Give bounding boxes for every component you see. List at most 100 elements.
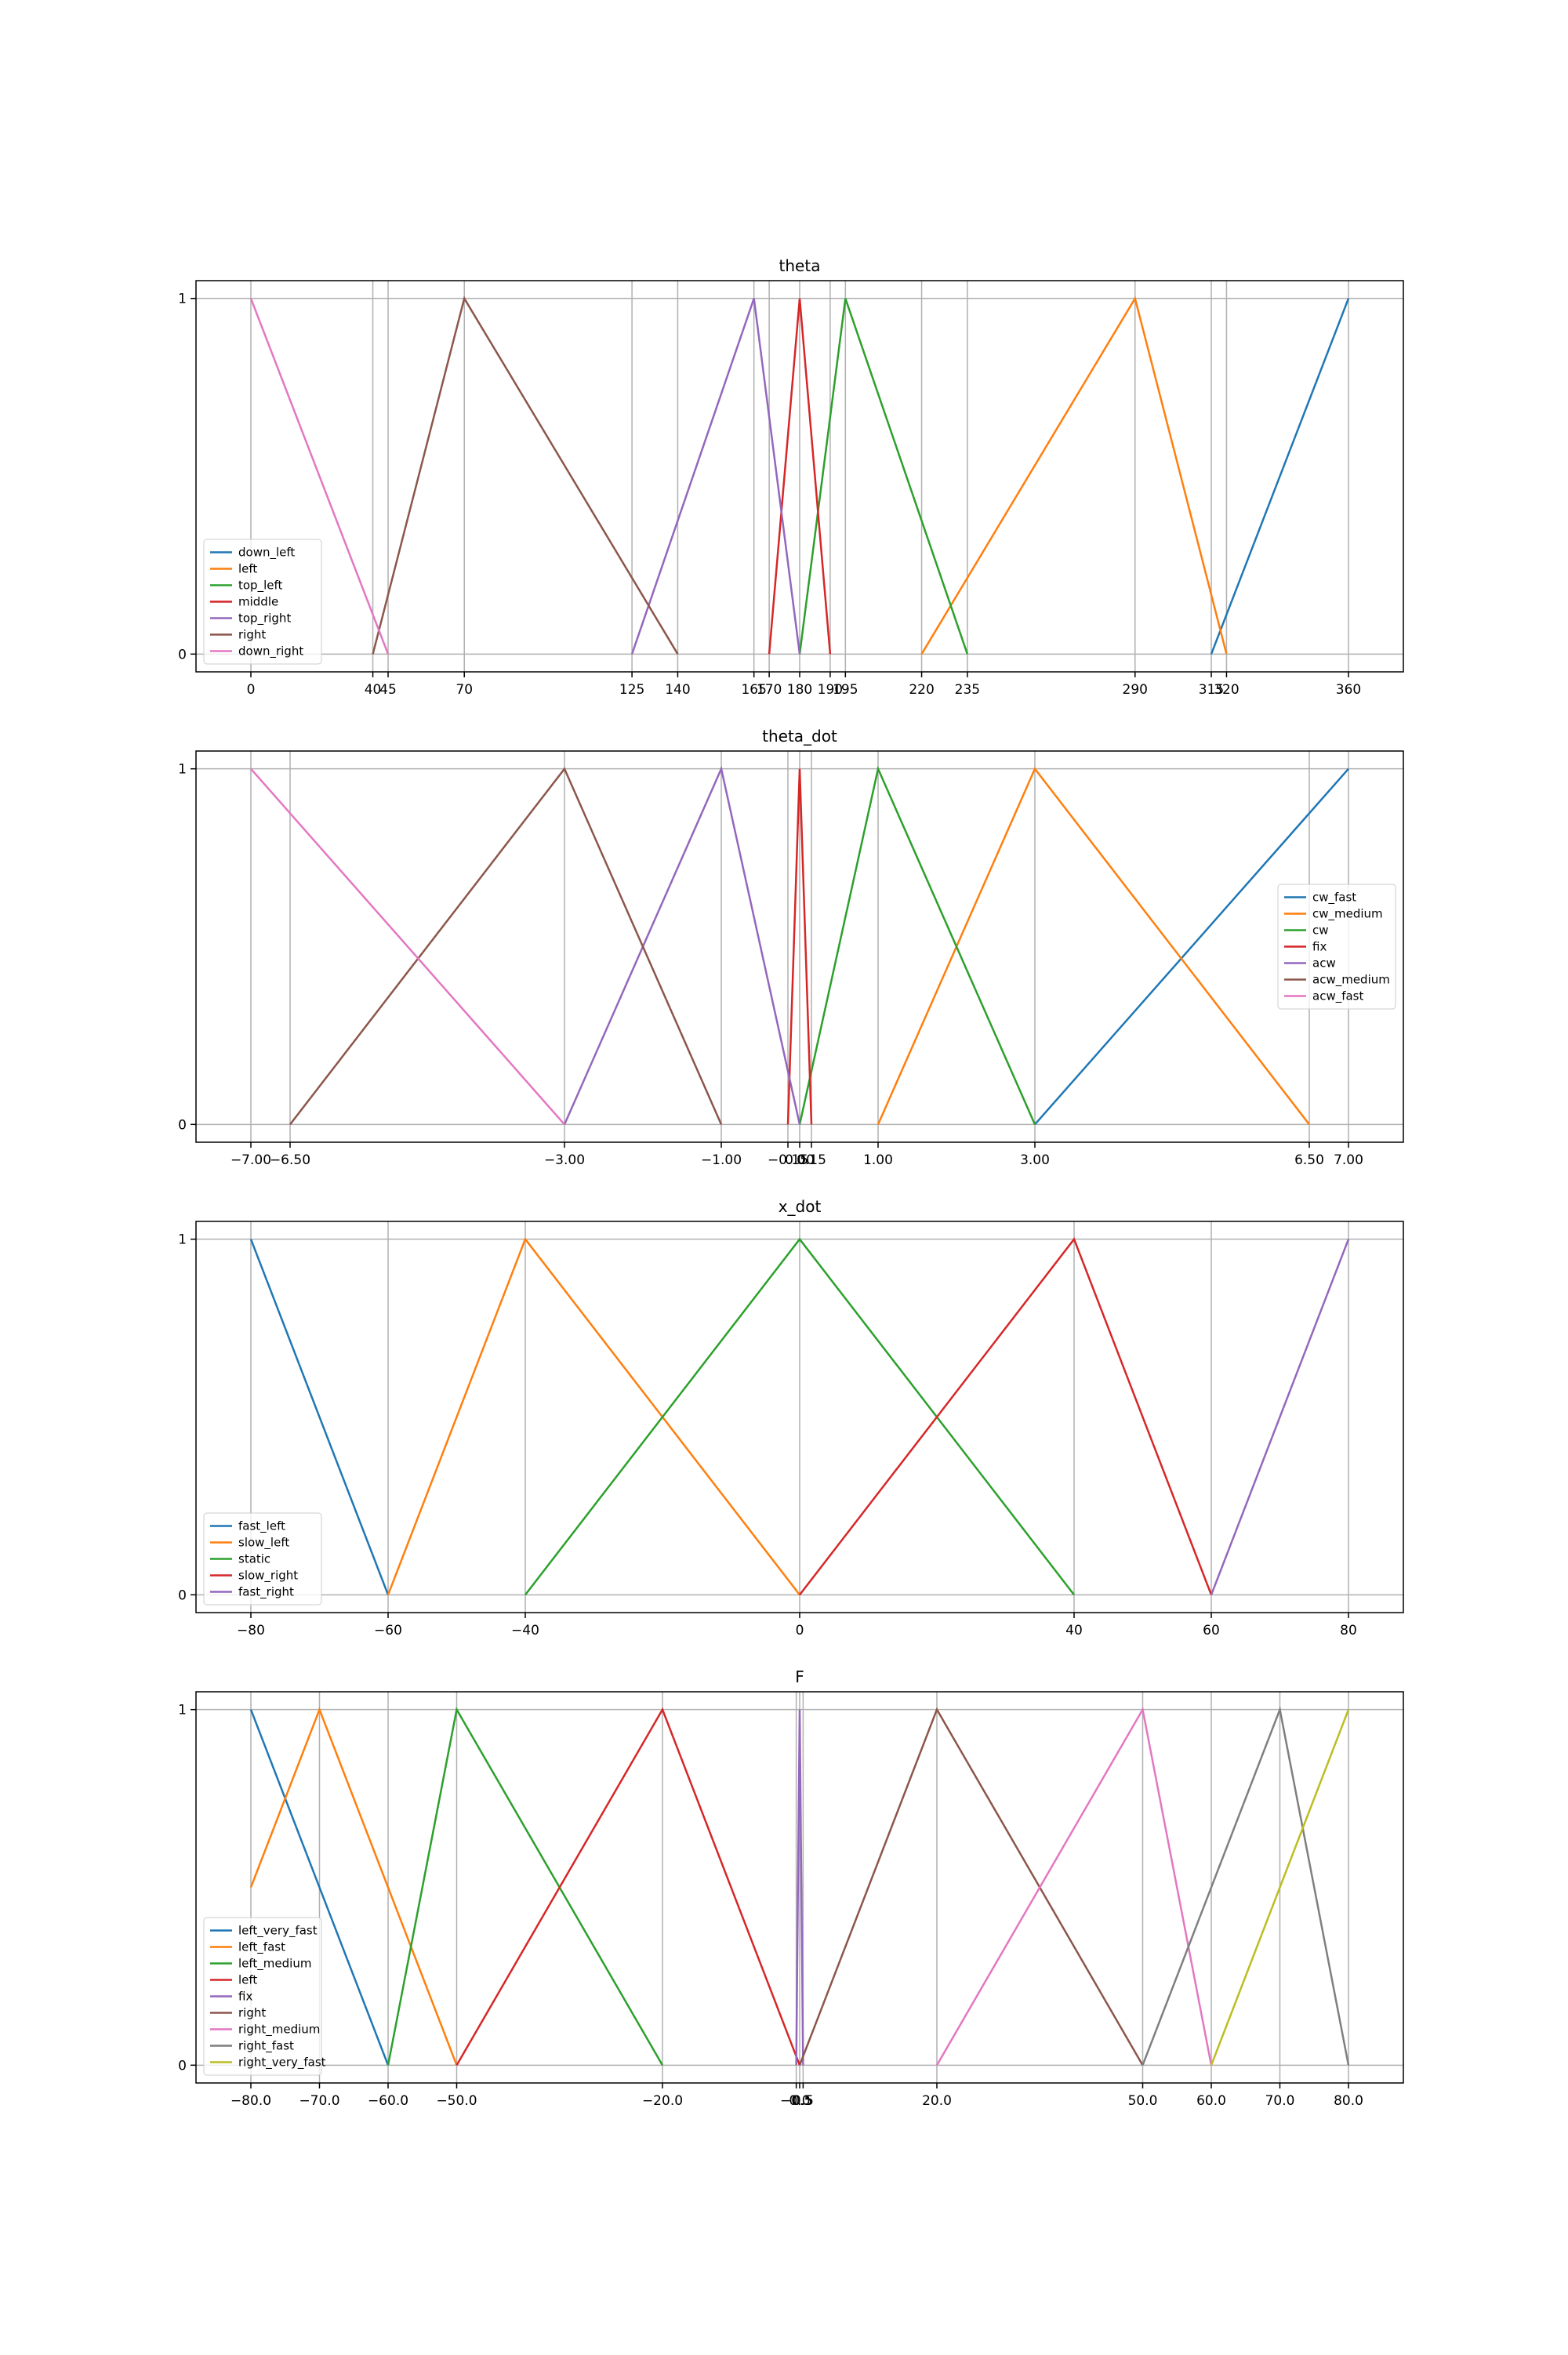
legend-label: right_very_fast	[238, 2056, 326, 2070]
series-line	[524, 1237, 1075, 1596]
x-tick-label: −70.0	[299, 2093, 339, 2109]
x-tick-label: 140	[665, 682, 690, 698]
series-line	[786, 768, 813, 1125]
y-tick-label: 0	[178, 1117, 187, 1133]
series-line	[798, 298, 969, 655]
x-tick-label: 195	[833, 682, 858, 698]
x-tick-label: 0.0	[789, 2093, 810, 2109]
series-line	[798, 1707, 1144, 2066]
legend-label: right_fast	[238, 2039, 294, 2054]
x-tick-label: 80.0	[1334, 2093, 1363, 2109]
legend-box	[203, 1512, 322, 1606]
series-line	[799, 1237, 1213, 1596]
x-tick-label: 315	[1199, 682, 1224, 698]
y-tick-label: 1	[178, 1232, 187, 1248]
series-line	[877, 767, 1310, 1126]
x-tick-label: −3.00	[544, 1152, 585, 1168]
legend-label: top_left	[238, 579, 282, 593]
x-tick-label: 20.0	[922, 2093, 952, 2109]
legend-box	[203, 539, 322, 665]
series-line	[387, 1707, 664, 2066]
legend-box	[1277, 884, 1396, 1010]
x-tick-label: −60.0	[368, 2093, 408, 2109]
x-tick-label: 165	[741, 682, 766, 698]
x-tick-label: 80	[1340, 1623, 1357, 1638]
chart-title: theta_dot	[762, 727, 837, 746]
x-tick-label: 190	[818, 682, 843, 698]
chart-title: theta	[779, 256, 821, 275]
legend-box	[203, 1917, 322, 2076]
x-tick-label: 50.0	[1128, 2093, 1158, 2109]
series-line	[1210, 1709, 1350, 2066]
x-tick-label: 60	[1203, 1623, 1220, 1638]
x-tick-label: −0.15	[768, 1152, 808, 1168]
series-line	[798, 765, 1036, 1125]
x-tick-label: 3.00	[1020, 1152, 1050, 1168]
x-tick-label: 170	[757, 682, 782, 698]
x-tick-label: 180	[787, 682, 812, 698]
series-line	[1210, 298, 1350, 655]
legend-label: cw_medium	[1312, 907, 1383, 922]
x-tick-label: −20.0	[642, 2093, 683, 2109]
series-line	[387, 1237, 800, 1596]
x-tick-label: 0.00	[785, 1152, 815, 1168]
legend-label: middle	[238, 595, 278, 609]
legend-label: fast_left	[238, 1519, 285, 1534]
chart-title: x_dot	[779, 1197, 822, 1216]
x-tick-label: 220	[909, 682, 934, 698]
x-tick-label: 1.00	[863, 1152, 893, 1168]
legend-label: left	[238, 562, 257, 576]
x-tick-label: 70.0	[1265, 2093, 1295, 2109]
x-tick-label: 0.5	[793, 2093, 814, 2109]
y-tick-label: 1	[178, 762, 187, 778]
y-tick-label: 0	[178, 2058, 187, 2074]
x-tick-label: −60	[374, 1623, 402, 1638]
series-line	[289, 767, 723, 1126]
x-tick-label: 125	[619, 682, 644, 698]
x-tick-label: 40	[1065, 1623, 1083, 1638]
plot-frame	[195, 1221, 1404, 1613]
x-tick-label: −1.00	[701, 1152, 742, 1168]
legend-label: down_left	[238, 546, 295, 561]
legend-label: cw	[1312, 923, 1329, 938]
x-tick-label: 0.15	[797, 1152, 826, 1168]
x-tick-label: −6.50	[270, 1152, 310, 1168]
y-tick-label: 1	[178, 1703, 187, 1718]
legend-label: right	[238, 2006, 266, 2020]
series-line	[795, 1709, 804, 2066]
x-tick-label: 0	[796, 1623, 804, 1638]
x-tick-label: −80.0	[230, 2093, 271, 2109]
legend-label: left_medium	[238, 1957, 311, 1972]
legend-label: fix	[1312, 940, 1327, 954]
series-line	[1210, 1239, 1350, 1595]
legend-label: right_medium	[238, 2023, 320, 2037]
x-tick-label: 40	[365, 682, 382, 698]
x-tick-label: 7.00	[1334, 1152, 1363, 1168]
x-tick-label: 290	[1123, 682, 1148, 698]
series-line	[249, 1239, 390, 1595]
plot-frame	[195, 750, 1404, 1143]
x-tick-label: −0.5	[780, 2093, 812, 2109]
x-tick-label: 0	[247, 682, 256, 698]
x-tick-label: −80	[237, 1623, 265, 1638]
legend-label: fix	[238, 1990, 252, 2004]
x-tick-label: −40	[511, 1623, 539, 1638]
legend-label: acw	[1312, 956, 1336, 971]
series-line	[920, 296, 1228, 655]
series-line	[249, 1709, 390, 2066]
x-tick-label: 320	[1214, 682, 1239, 698]
series-line	[456, 1707, 801, 2066]
legend-label: acw_medium	[1312, 973, 1390, 988]
series-line	[1142, 1706, 1350, 2066]
plot-frame	[195, 1691, 1404, 2084]
x-tick-label: 360	[1336, 682, 1361, 698]
legend-label: top_right	[238, 611, 291, 626]
y-tick-label: 0	[178, 1588, 187, 1603]
series-line	[563, 765, 801, 1125]
legend-label: slow_left	[238, 1536, 289, 1551]
legend-label: left_fast	[238, 1940, 285, 1955]
